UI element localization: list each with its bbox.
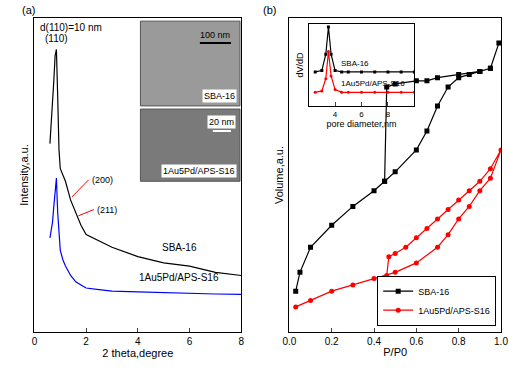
svg-text:8: 8 xyxy=(386,110,391,119)
svg-text:1.0: 1.0 xyxy=(494,336,508,347)
svg-text:6: 6 xyxy=(359,110,364,119)
svg-text:(200): (200) xyxy=(92,175,113,185)
svg-text:4: 4 xyxy=(135,336,141,347)
svg-text:0.8: 0.8 xyxy=(452,336,466,347)
svg-text:0: 0 xyxy=(32,336,38,347)
svg-text:P/P0: P/P0 xyxy=(383,346,407,358)
svg-text:2 theta,degree: 2 theta,degree xyxy=(102,347,173,359)
svg-text:2: 2 xyxy=(83,336,89,347)
svg-text:pore diameter,nm: pore diameter,nm xyxy=(326,119,396,129)
svg-text:0.6: 0.6 xyxy=(409,336,423,347)
svg-text:1Au5Pd/APS-S16: 1Au5Pd/APS-S16 xyxy=(341,79,405,88)
svg-text:dV/dD: dV/dD xyxy=(295,52,305,78)
svg-text:(a): (a) xyxy=(22,4,35,16)
svg-text:SBA-16: SBA-16 xyxy=(341,59,369,68)
svg-text:(b): (b) xyxy=(263,4,276,16)
svg-text:8: 8 xyxy=(238,336,244,347)
svg-text:(110): (110) xyxy=(45,33,68,44)
svg-text:20 nm: 20 nm xyxy=(209,117,234,127)
svg-text:0.2: 0.2 xyxy=(325,336,339,347)
svg-text:SBA-16: SBA-16 xyxy=(418,287,449,297)
svg-text:1Au5Pd/APS-S16: 1Au5Pd/APS-S16 xyxy=(139,272,219,283)
svg-text:6: 6 xyxy=(187,336,193,347)
svg-text:4: 4 xyxy=(333,110,338,119)
svg-text:d(110)=10 nm: d(110)=10 nm xyxy=(40,22,102,33)
svg-text:Intensity,a.u.: Intensity,a.u. xyxy=(18,144,30,206)
svg-text:0.4: 0.4 xyxy=(367,336,381,347)
svg-text:1Au5Pd/APS-S16: 1Au5Pd/APS-S16 xyxy=(418,306,490,316)
svg-text:0.0: 0.0 xyxy=(282,336,296,347)
svg-text:(211): (211) xyxy=(97,205,117,215)
svg-text:SBA-16: SBA-16 xyxy=(204,91,235,101)
svg-text:Volume,a.u.: Volume,a.u. xyxy=(273,146,285,204)
svg-text:1Au5Pd/APS-S16: 1Au5Pd/APS-S16 xyxy=(163,166,235,176)
svg-text:100 nm: 100 nm xyxy=(200,30,230,40)
svg-text:SBA-16: SBA-16 xyxy=(162,242,197,253)
